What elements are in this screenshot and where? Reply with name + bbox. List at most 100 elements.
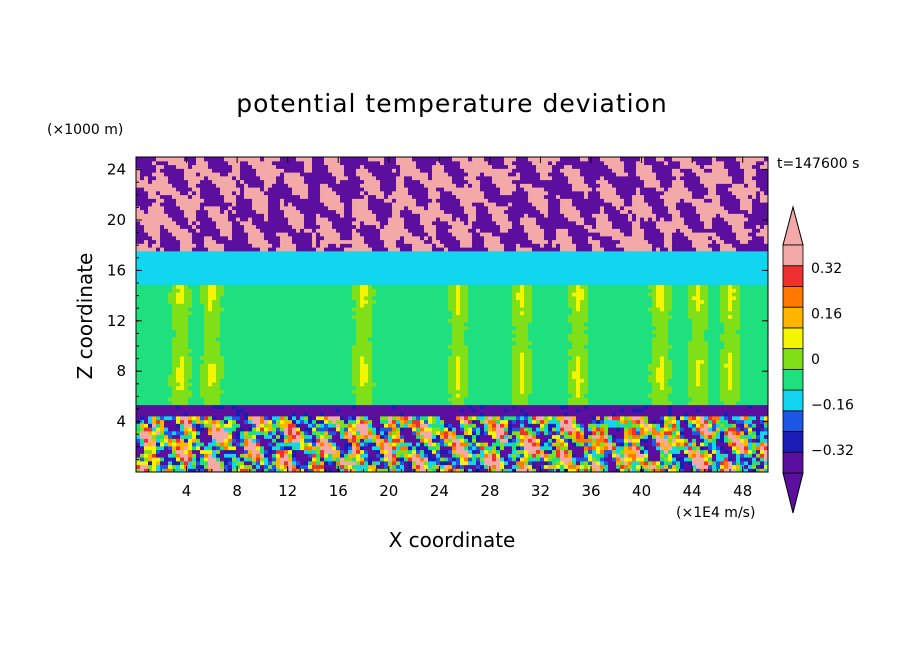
field-cell [256, 438, 261, 443]
field-cell [396, 393, 401, 398]
field-cell [492, 404, 497, 409]
field-cell [688, 419, 693, 424]
field-cell [344, 453, 349, 458]
field-cell [232, 397, 237, 402]
field-cell [396, 389, 401, 394]
field-cell [328, 457, 333, 462]
field-cell [620, 427, 625, 432]
field-cell [460, 453, 465, 458]
field-cell [324, 408, 329, 413]
field-cell [160, 438, 165, 443]
field-cell [436, 434, 441, 439]
field-cell [480, 430, 485, 436]
chart-title: potential temperature deviation [236, 89, 667, 118]
field-cell [192, 374, 197, 379]
field-cell [404, 427, 409, 432]
field-cell [188, 415, 193, 421]
field-cell [616, 389, 621, 394]
field-cell [196, 430, 201, 436]
field-cell [620, 460, 625, 466]
field-cell [532, 442, 537, 447]
field-cell [176, 419, 181, 424]
field-cell [384, 385, 389, 391]
field-cell [388, 352, 393, 357]
field-cell [660, 438, 665, 443]
field-cell [192, 434, 197, 439]
field-cell [220, 367, 225, 372]
field-cell [500, 427, 505, 432]
field-cell [720, 423, 725, 428]
field-cell [516, 449, 521, 454]
field-cell [144, 449, 149, 454]
field-cell [204, 363, 209, 368]
field-cell [276, 427, 281, 432]
field-cell [616, 412, 621, 417]
field-cell [608, 457, 613, 462]
field-cell [332, 355, 337, 361]
field-cell [336, 460, 341, 466]
field-cell [364, 442, 369, 447]
field-cell [736, 423, 741, 428]
field-cell [304, 389, 309, 394]
field-cell [388, 367, 393, 372]
field-cell [564, 355, 569, 361]
field-cell [464, 445, 469, 451]
field-cell [224, 449, 229, 454]
field-cell [420, 355, 425, 361]
field-cell [144, 430, 149, 436]
field-cell [588, 370, 593, 376]
field-cell [576, 389, 581, 394]
field-cell [472, 370, 477, 376]
field-cell [432, 389, 437, 394]
field-cell [736, 359, 741, 364]
field-cell [236, 427, 241, 432]
field-cell [280, 430, 285, 436]
field-cell [352, 445, 357, 451]
field-cell [364, 449, 369, 454]
field-cell [248, 359, 253, 364]
field-cell [600, 434, 605, 439]
field-cell [140, 382, 145, 387]
field-cell [332, 378, 337, 383]
field-cell [172, 370, 177, 376]
field-cell [256, 382, 261, 387]
field-cell [760, 430, 765, 436]
field-cell [564, 434, 569, 439]
field-cell [336, 445, 341, 451]
field-cell [720, 442, 725, 447]
field-cell [752, 457, 757, 462]
field-cell [260, 415, 265, 421]
field-cell [632, 449, 637, 454]
field-cell [356, 423, 361, 428]
field-cell [328, 423, 333, 428]
field-cell [512, 367, 517, 372]
field-cell [428, 367, 433, 372]
field-cell [656, 382, 661, 387]
field-cell [544, 355, 549, 361]
field-cell [304, 427, 309, 432]
field-cell [704, 453, 709, 458]
field-cell [212, 374, 217, 379]
field-cell [364, 367, 369, 372]
field-cell [492, 464, 497, 469]
field-cell [480, 464, 485, 469]
field-cell [496, 438, 501, 443]
field-cell [760, 385, 765, 391]
field-cell [136, 415, 141, 421]
field-cell [176, 374, 181, 379]
field-cell [252, 460, 257, 466]
field-cell [752, 442, 757, 447]
field-cell [304, 445, 309, 451]
field-cell [604, 415, 609, 421]
field-cell [636, 457, 641, 462]
field-cell [304, 438, 309, 443]
field-cell [240, 400, 245, 406]
field-cell [580, 359, 585, 364]
field-cell [192, 460, 197, 466]
field-cell [280, 355, 285, 361]
field-cell [656, 374, 661, 379]
field-cell [144, 408, 149, 413]
field-cell [716, 438, 721, 443]
field-cell [612, 412, 617, 417]
field-cell [488, 415, 493, 421]
